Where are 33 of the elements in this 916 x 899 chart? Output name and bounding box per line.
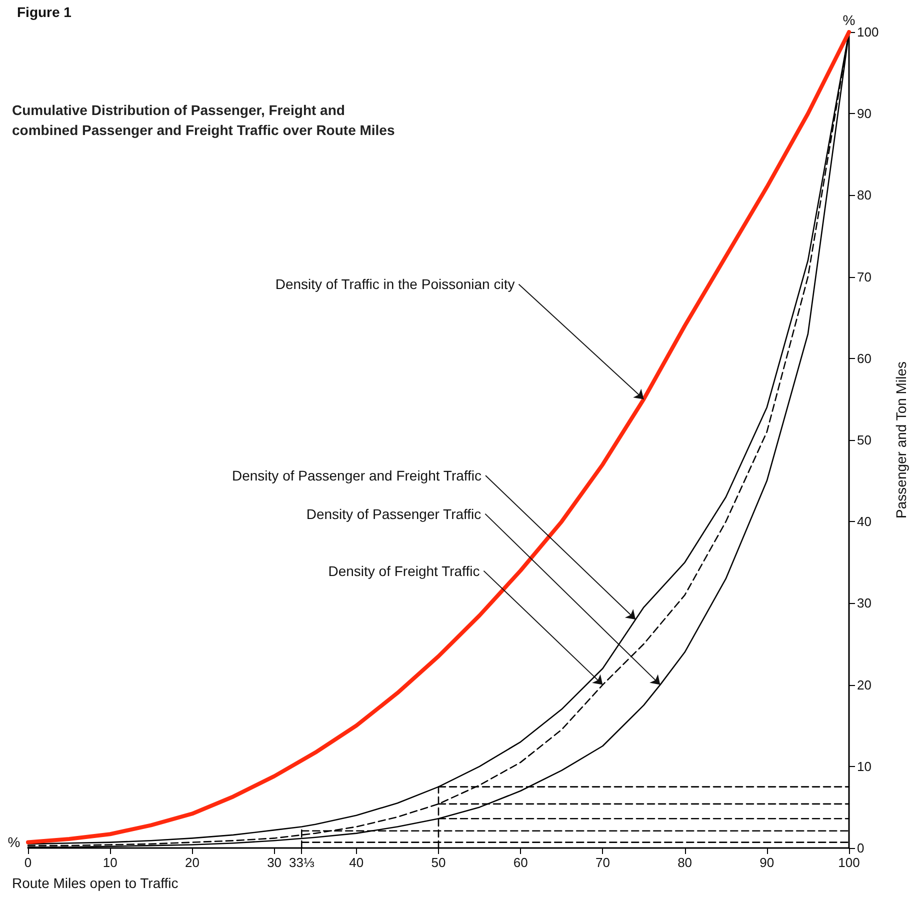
x-tick-label: 0: [24, 855, 32, 870]
x-tick-label: 90: [760, 855, 774, 870]
chart-title: Figure 1: [17, 4, 72, 20]
annotation: Density of Traffic in the Poissonian city: [275, 276, 515, 292]
x-tick-label: 33⅓: [288, 855, 314, 870]
y-tick-label: 50: [857, 432, 872, 448]
y-tick-label: 0: [857, 840, 864, 856]
y-tick-label: 80: [857, 188, 872, 203]
x-tick-label: 100: [838, 855, 860, 870]
annotation: Density of Passenger Traffic: [306, 506, 482, 522]
text: Cumulative Distribution of Passenger, Freight and combined Passenger and Freight Traffic over Route Miles: [12, 102, 395, 138]
x-tick-label: 10: [102, 855, 118, 870]
y-tick-label: 60: [857, 350, 872, 366]
y-tick-label: 10: [857, 758, 872, 774]
y-tick-label: 30: [857, 596, 872, 611]
x-tick-label: 80: [678, 855, 692, 870]
text: %: [842, 12, 856, 28]
x-tick-label: 20: [184, 855, 200, 870]
y-tick-label: 20: [857, 677, 872, 692]
x-tick-label: 70: [595, 855, 610, 870]
y-tick-label: 100: [857, 24, 879, 40]
x-tick-label: 60: [513, 855, 528, 870]
y-tick-label: 40: [857, 514, 872, 530]
text: %: [8, 834, 20, 850]
y-tick-label: 90: [857, 106, 872, 122]
annotation: Density of Passenger and Freight Traffic: [232, 468, 482, 484]
y-tick-label: 70: [857, 269, 872, 284]
x-tick-label: 30: [267, 855, 282, 870]
y-axis-title: Passenger and Ton Miles: [893, 362, 909, 518]
x-tick-label: 50: [431, 855, 446, 870]
annotation: Density of Freight Traffic: [328, 562, 480, 579]
x-tick-label: 40: [349, 855, 364, 870]
x-axis-title: Route Miles open to Traffic: [12, 875, 178, 891]
